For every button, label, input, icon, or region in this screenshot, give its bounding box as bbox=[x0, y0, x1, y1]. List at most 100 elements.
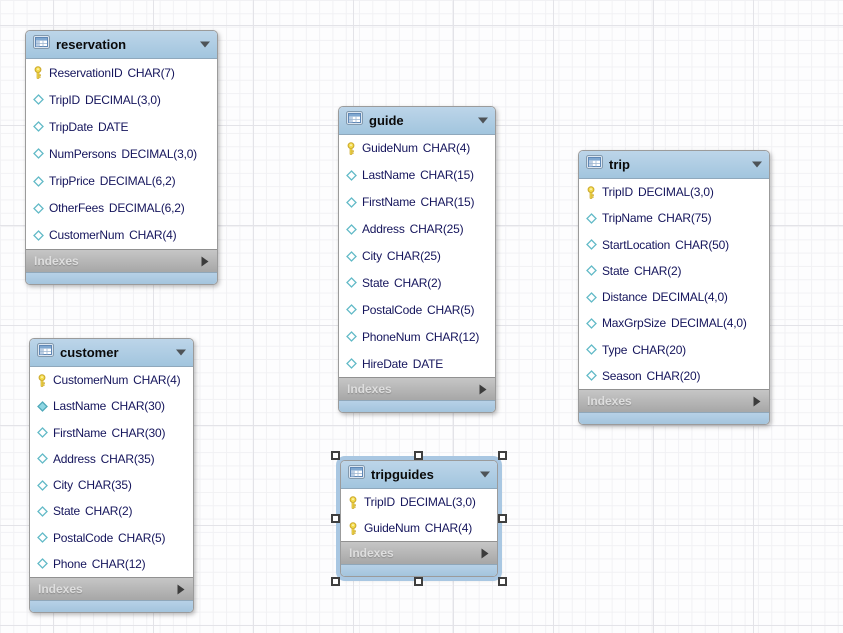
selection-handle-tr[interactable] bbox=[498, 451, 507, 460]
column-name: State bbox=[362, 275, 390, 290]
nullable-column-icon bbox=[36, 532, 48, 544]
column-name: Address bbox=[53, 451, 96, 466]
column-row[interactable]: Address CHAR(25) bbox=[339, 216, 495, 243]
selection-handle-tl[interactable] bbox=[331, 451, 340, 460]
column-row[interactable]: TripName CHAR(75) bbox=[579, 205, 769, 231]
column-name: CustomerNum bbox=[49, 228, 125, 243]
table-tripguides[interactable]: tripguides TripID DECIMAL(3,0) GuideNum … bbox=[331, 451, 507, 586]
indexes-bar[interactable]: Indexes bbox=[30, 577, 193, 600]
column-row[interactable]: Type CHAR(20) bbox=[579, 337, 769, 363]
column-name: TripID bbox=[49, 92, 81, 107]
primary-key-icon bbox=[347, 495, 359, 509]
selection-handle-ml[interactable] bbox=[331, 513, 340, 523]
column-row[interactable]: LastName CHAR(15) bbox=[339, 162, 495, 189]
collapse-arrow-icon[interactable] bbox=[200, 41, 210, 48]
nullable-column-icon bbox=[585, 265, 597, 277]
column-type: CHAR(4) bbox=[129, 228, 177, 243]
nullable-column-icon bbox=[585, 212, 597, 224]
selection-handle-bl[interactable] bbox=[331, 577, 340, 586]
column-row[interactable]: TripID DECIMAL(3,0) bbox=[341, 489, 497, 515]
selection-handle-bm[interactable] bbox=[414, 577, 423, 586]
table-bottom-strip bbox=[30, 600, 193, 612]
column-row[interactable]: PostalCode CHAR(5) bbox=[30, 525, 193, 551]
table-bottom-strip bbox=[26, 272, 217, 284]
column-row[interactable]: CustomerNum CHAR(4) bbox=[26, 222, 217, 249]
indexes-bar[interactable]: Indexes bbox=[341, 541, 497, 564]
column-type: DECIMAL(3,0) bbox=[85, 92, 161, 107]
column-row[interactable]: State CHAR(2) bbox=[579, 258, 769, 284]
column-row[interactable]: LastName CHAR(30) bbox=[30, 393, 193, 419]
indexes-bar[interactable]: Indexes bbox=[26, 249, 217, 272]
table-header[interactable]: guide bbox=[339, 107, 495, 135]
indexes-expand-arrow-icon[interactable] bbox=[177, 584, 185, 595]
collapse-arrow-icon[interactable] bbox=[752, 161, 762, 168]
indexes-expand-arrow-icon[interactable] bbox=[481, 548, 489, 559]
indexes-expand-arrow-icon[interactable] bbox=[479, 384, 487, 395]
selection-handle-mr[interactable] bbox=[498, 513, 507, 523]
nullable-column-icon bbox=[32, 94, 44, 106]
column-type: CHAR(12) bbox=[91, 556, 146, 571]
column-row[interactable]: City CHAR(35) bbox=[30, 472, 193, 498]
collapse-arrow-icon[interactable] bbox=[478, 117, 488, 124]
column-row[interactable]: CustomerNum CHAR(4) bbox=[30, 367, 193, 393]
column-row[interactable]: GuideNum CHAR(4) bbox=[341, 515, 497, 541]
column-row[interactable]: PhoneNum CHAR(12) bbox=[339, 323, 495, 350]
primary-key-icon bbox=[345, 142, 357, 155]
column-row[interactable]: Phone CHAR(12) bbox=[30, 551, 193, 577]
column-row[interactable]: TripPrice DECIMAL(6,2) bbox=[26, 168, 217, 195]
table-icon bbox=[348, 465, 365, 484]
column-row[interactable]: City CHAR(25) bbox=[339, 243, 495, 270]
table-reservation[interactable]: reservation ReservationID CHAR(7) TripID… bbox=[25, 30, 218, 285]
column-row[interactable]: Season CHAR(20) bbox=[579, 363, 769, 389]
column-row[interactable]: HireDate DATE bbox=[339, 350, 495, 377]
column-row[interactable]: State CHAR(2) bbox=[30, 498, 193, 524]
column-type: CHAR(12) bbox=[425, 329, 480, 344]
nullable-column-icon bbox=[32, 175, 44, 187]
primary-key-icon bbox=[32, 66, 44, 79]
table-header[interactable]: trip bbox=[579, 151, 769, 179]
table-header[interactable]: reservation bbox=[26, 31, 217, 59]
nullable-column-icon bbox=[345, 277, 357, 289]
primary-key-icon bbox=[36, 373, 48, 387]
column-row[interactable]: GuideNum CHAR(4) bbox=[339, 135, 495, 162]
table-trip[interactable]: trip TripID DECIMAL(3,0) TripName CHAR(7… bbox=[578, 150, 770, 425]
column-row[interactable]: Distance DECIMAL(4,0) bbox=[579, 284, 769, 310]
nullable-column-icon bbox=[36, 453, 48, 465]
indexes-label: Indexes bbox=[34, 254, 79, 268]
column-row[interactable]: TripDate DATE bbox=[26, 113, 217, 140]
column-row[interactable]: State CHAR(2) bbox=[339, 269, 495, 296]
column-row[interactable]: FirstName CHAR(15) bbox=[339, 189, 495, 216]
indexes-bar[interactable]: Indexes bbox=[579, 389, 769, 412]
column-row[interactable]: FirstName CHAR(30) bbox=[30, 420, 193, 446]
column-type: CHAR(35) bbox=[100, 451, 155, 466]
column-row[interactable]: PostalCode CHAR(5) bbox=[339, 296, 495, 323]
collapse-arrow-icon[interactable] bbox=[176, 349, 186, 356]
column-row[interactable]: StartLocation CHAR(50) bbox=[579, 232, 769, 258]
column-row[interactable]: TripID DECIMAL(3,0) bbox=[26, 86, 217, 113]
column-row[interactable]: TripID DECIMAL(3,0) bbox=[579, 179, 769, 205]
indexes-bar[interactable]: Indexes bbox=[339, 377, 495, 400]
table-header[interactable]: customer bbox=[30, 339, 193, 367]
column-name: PhoneNum bbox=[362, 329, 421, 344]
table-header[interactable]: tripguides bbox=[341, 461, 497, 489]
nullable-column-icon bbox=[32, 121, 44, 133]
table-guide[interactable]: guide GuideNum CHAR(4) LastName CHAR(15)… bbox=[338, 106, 496, 413]
table-bottom-strip bbox=[341, 564, 497, 576]
table-customer[interactable]: customer CustomerNum CHAR(4) LastName CH… bbox=[29, 338, 194, 613]
column-row[interactable]: ReservationID CHAR(7) bbox=[26, 59, 217, 86]
selection-handle-tm[interactable] bbox=[414, 451, 423, 460]
column-row[interactable]: OtherFees DECIMAL(6,2) bbox=[26, 195, 217, 222]
column-row[interactable]: Address CHAR(35) bbox=[30, 446, 193, 472]
column-row[interactable]: NumPersons DECIMAL(3,0) bbox=[26, 140, 217, 167]
column-name: HireDate bbox=[362, 356, 408, 371]
table-icon bbox=[33, 35, 50, 54]
indexes-expand-arrow-icon[interactable] bbox=[201, 256, 209, 267]
selection-handle-br[interactable] bbox=[498, 577, 507, 586]
column-row[interactable]: MaxGrpSize DECIMAL(4,0) bbox=[579, 310, 769, 336]
table-title: trip bbox=[609, 157, 630, 172]
indexes-expand-arrow-icon[interactable] bbox=[753, 396, 761, 407]
column-name: Season bbox=[602, 368, 642, 383]
column-name: FirstName bbox=[362, 195, 416, 210]
collapse-arrow-icon[interactable] bbox=[480, 471, 490, 478]
